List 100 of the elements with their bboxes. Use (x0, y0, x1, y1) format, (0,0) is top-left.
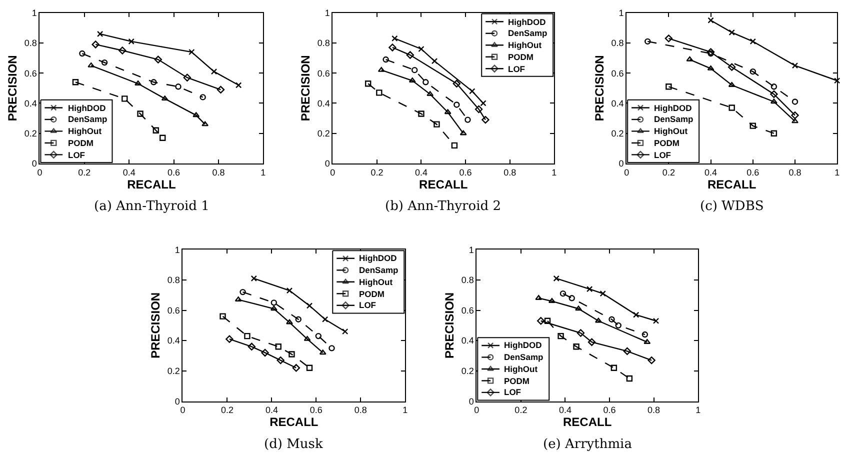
point (792, 118, 798, 124)
y-tick-label: 0.6 (461, 305, 474, 316)
x-tick-label: 0.4 (558, 405, 572, 416)
point (128, 38, 134, 45)
x-tick-label: 0.2 (370, 167, 384, 178)
y-tick-label: 1 (32, 8, 37, 18)
point (642, 331, 648, 338)
text: (e) Arrythmia (543, 437, 632, 452)
point (728, 104, 735, 111)
legend-label: PODM (359, 289, 384, 299)
point (226, 335, 234, 343)
x-tick-label: 0.4 (122, 167, 136, 178)
x-axis-title: RECALL (270, 415, 318, 430)
x-axis-title: RECALL (563, 415, 612, 430)
point (576, 329, 585, 337)
legend-label: HighOut (359, 277, 393, 287)
y-tick-label: 0.2 (611, 128, 624, 139)
point (137, 110, 144, 117)
legend-label: DenSamp (508, 28, 548, 38)
legend-label: HighDOD (508, 17, 546, 27)
point (261, 348, 269, 357)
x-axis-title: RECALL (419, 177, 468, 192)
point (154, 56, 162, 64)
legend-label: DenSamp (504, 352, 544, 362)
point (770, 130, 778, 136)
point (648, 356, 656, 364)
point (319, 350, 326, 355)
point (88, 62, 95, 68)
y-tick-label: 0 (618, 158, 624, 169)
point (315, 332, 322, 340)
point (544, 318, 551, 324)
x-tick-label: 0.8 (504, 167, 516, 178)
point (240, 288, 246, 296)
point (666, 84, 672, 90)
point (588, 338, 596, 346)
x-tick-label: 0.4 (414, 167, 428, 178)
y-tick-label: 0 (324, 158, 330, 169)
point (792, 98, 798, 105)
point (248, 342, 256, 351)
y-tick-label: 0.8 (317, 38, 330, 48)
legend-label: PODM (654, 138, 680, 148)
point (706, 48, 715, 56)
point (707, 65, 714, 70)
point (378, 66, 385, 72)
y-tick-label: 1 (174, 244, 180, 255)
y-tick-label: 0.6 (317, 68, 330, 78)
y-tick-label: 0.2 (24, 128, 37, 139)
point (451, 142, 458, 149)
point (235, 82, 242, 88)
point (118, 46, 126, 54)
y-tick-label: 0.6 (24, 68, 37, 78)
point (464, 116, 471, 123)
x-tick-label: 1 (696, 405, 701, 416)
point (288, 351, 295, 358)
y-tick-label: 0 (468, 396, 474, 406)
point (474, 105, 483, 114)
y-axis-title: PRECISION (442, 292, 457, 358)
legend-label: HighOut (654, 126, 688, 136)
x-tick-label: 0.2 (514, 405, 528, 416)
point (422, 79, 429, 86)
point (770, 90, 778, 98)
x-tick-label: 1 (402, 405, 408, 416)
point (161, 96, 168, 101)
point (160, 134, 166, 141)
y-axis-title: PRECISION (298, 55, 313, 122)
text: (c) WDBS (700, 199, 764, 214)
point (270, 306, 278, 311)
y-tick-label: 0.8 (167, 275, 180, 286)
point (276, 356, 284, 364)
point (216, 86, 225, 94)
point (96, 30, 104, 38)
point (304, 336, 311, 341)
y-tick-label: 0.4 (611, 98, 624, 108)
y-tick-label: 0.4 (461, 336, 474, 346)
point (548, 298, 556, 304)
point (376, 90, 382, 96)
y-tick-label: 1 (324, 8, 330, 18)
y-tick-label: 1 (618, 8, 624, 18)
y-tick-label: 0.2 (317, 128, 330, 139)
y-axis-title: PRECISION (148, 292, 163, 358)
x-tick-label: 0.8 (354, 405, 367, 416)
point (392, 35, 398, 42)
point (152, 127, 160, 134)
point (202, 121, 209, 126)
x-tick-label: 1 (552, 167, 557, 178)
point (382, 56, 389, 63)
legend-label: LOF (68, 150, 85, 160)
point (150, 79, 157, 86)
text: (a) Ann-Thyroid 1 (94, 199, 210, 214)
point (452, 80, 461, 88)
point (623, 347, 632, 356)
point (644, 38, 651, 45)
point (573, 344, 580, 350)
point (270, 300, 278, 306)
y-tick-label: 1 (468, 244, 474, 255)
legend-label: LOF (359, 300, 376, 310)
point (122, 96, 128, 102)
point (444, 109, 452, 114)
point (652, 318, 660, 324)
x-tick-label: 0.6 (310, 405, 322, 416)
